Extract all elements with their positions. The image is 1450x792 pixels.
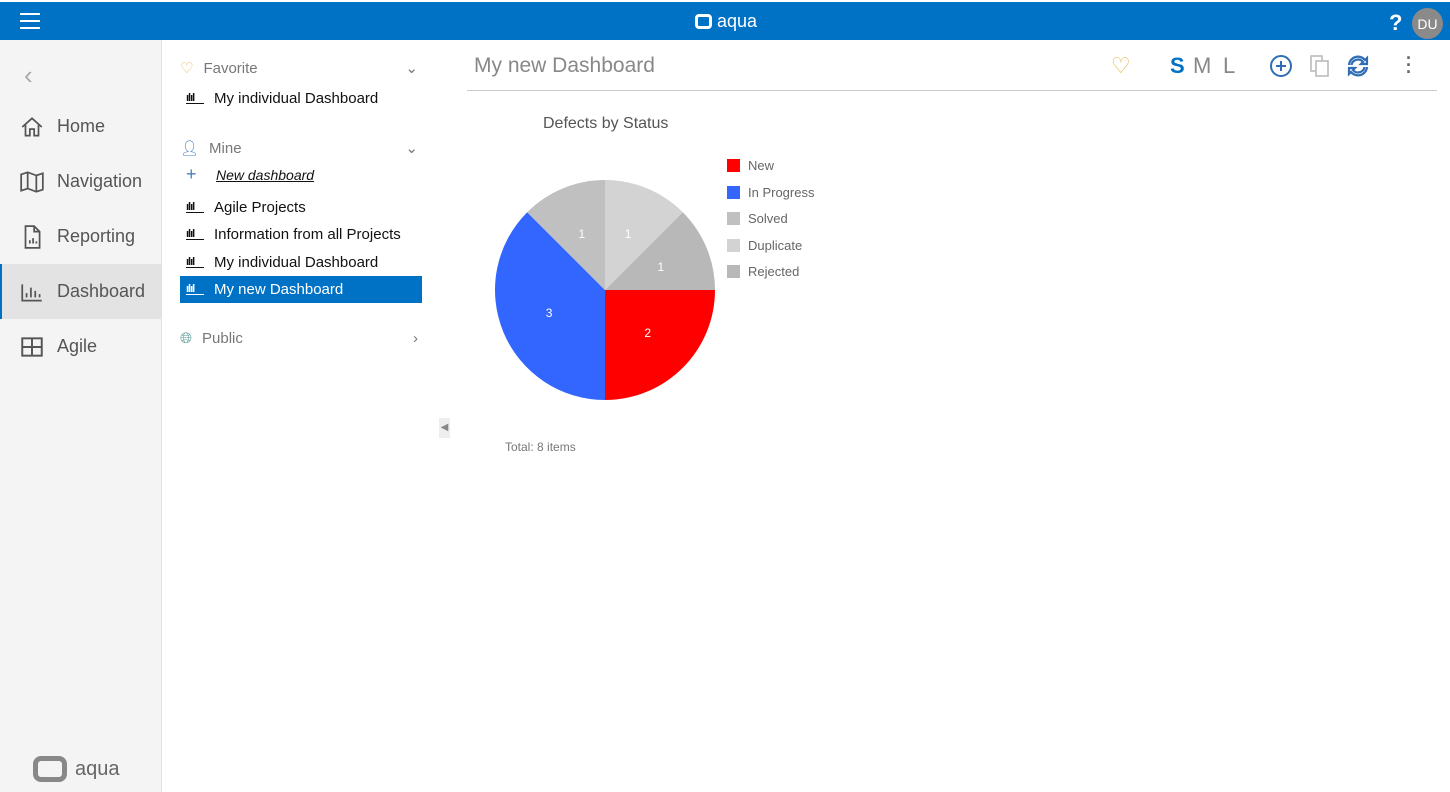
new-dashboard-link[interactable]: + New dashboard	[180, 161, 422, 188]
pie-data-label: 2	[644, 326, 651, 340]
avatar[interactable]: DU	[1412, 8, 1443, 39]
chart-icon: ılıl	[186, 201, 204, 213]
item-label: New dashboard	[216, 166, 315, 183]
sidebar-item-agile[interactable]: Agile	[0, 319, 161, 374]
section-public[interactable]: 🌐︎ Public ›	[180, 330, 422, 347]
collapse-sidebar-icon[interactable]: ‹	[24, 60, 33, 90]
legend-item[interactable]: In Progress	[727, 185, 814, 200]
sidebar-item-label: Home	[57, 116, 106, 136]
header-divider	[467, 90, 1437, 91]
pie-chart: 2 3 1 1 1	[495, 180, 715, 400]
pie-slice-rejected[interactable]	[605, 212, 715, 290]
pie-slice-new[interactable]	[605, 290, 715, 400]
aqua-logo-icon	[695, 14, 712, 29]
list-item[interactable]: ılıl My individual Dashboard	[180, 249, 422, 276]
aqua-logo-icon	[33, 756, 67, 782]
chart-total: Total: 8 items	[505, 440, 576, 454]
item-label: My individual Dashboard	[214, 254, 379, 271]
size-s-button[interactable]: S	[1170, 53, 1185, 78]
legend-label: Solved	[748, 211, 788, 226]
list-item[interactable]: ılıl My individual Dashboard	[180, 85, 422, 112]
legend-swatch	[727, 265, 740, 278]
logo-text: aqua	[75, 757, 120, 780]
legend-swatch	[727, 238, 740, 252]
pie-data-label: 3	[546, 306, 553, 320]
chart-icon: ılıl	[186, 283, 204, 295]
refresh-icon[interactable]	[1345, 54, 1371, 84]
chevron-down-icon[interactable]: ⌄	[405, 60, 418, 77]
legend-label: New	[748, 158, 775, 173]
item-label: Information from all Projects	[214, 226, 401, 243]
copy-icon[interactable]	[1309, 54, 1331, 84]
pie-data-label: 1	[625, 227, 632, 241]
section-favorite[interactable]: ♡ Favorite ⌄	[180, 59, 422, 78]
chart-icon: ılıl	[186, 228, 204, 240]
sidebar-item-reporting[interactable]: Reporting	[0, 209, 161, 264]
sidebar-item-label: Agile	[57, 336, 98, 356]
brand: aqua	[695, 11, 757, 32]
legend-swatch	[727, 159, 740, 172]
user-icon: 👤︎	[180, 140, 200, 157]
legend-item[interactable]: Solved	[727, 211, 788, 226]
size-l-button[interactable]: L	[1223, 53, 1236, 78]
report-icon	[24, 224, 41, 249]
list-item[interactable]: ılıl Information from all Projects	[180, 221, 422, 248]
home-icon	[21, 116, 43, 137]
sidebar-item-label: Dashboard	[57, 281, 146, 301]
sidebar: ‹ Home Navigation Reporting Dashboard Ag…	[0, 40, 162, 792]
sidebar-item-label: Reporting	[57, 226, 136, 246]
item-label: My individual Dashboard	[214, 90, 379, 107]
sidebar-item-label: Navigation	[57, 171, 143, 191]
legend-swatch	[727, 185, 740, 199]
list-item[interactable]: ılıl Agile Projects	[180, 194, 422, 221]
map-icon	[20, 170, 44, 193]
legend-label: Duplicate	[748, 237, 803, 253]
help-icon[interactable]: ?	[1389, 10, 1403, 35]
section-label: Mine	[209, 139, 242, 157]
plus-icon: +	[186, 164, 197, 184]
legend-item[interactable]: Rejected	[727, 264, 799, 279]
section-mine[interactable]: 👤︎ Mine ⌄	[180, 139, 422, 158]
top-bar: aqua ? DU	[0, 2, 1450, 40]
heart-icon: ♡	[180, 60, 194, 77]
collapse-panel-handle[interactable]: ◀	[439, 418, 450, 438]
list-item-selected[interactable]: ılıl My new Dashboard	[180, 276, 422, 303]
legend-item[interactable]: New	[727, 158, 774, 173]
pie-data-label: 1	[579, 227, 586, 241]
hamburger-menu-icon[interactable]	[20, 13, 40, 29]
size-m-button[interactable]: M	[1193, 53, 1212, 78]
pie-slice-duplicate[interactable]	[605, 180, 683, 290]
brand-name: aqua	[717, 11, 758, 31]
legend-label: In Progress	[748, 184, 815, 200]
pie-data-label: 1	[658, 260, 665, 274]
legend-label: Rejected	[748, 264, 800, 279]
chevron-down-icon[interactable]: ⌄	[405, 140, 418, 157]
globe-icon: 🌐︎	[180, 330, 193, 347]
dashboard-list-panel: ♡ Favorite ⌄ ılıl My individual Dashboard 👤…	[162, 40, 432, 792]
pie-slice-in-progress[interactable]	[495, 212, 605, 400]
sidebar-item-dashboard[interactable]: Dashboard	[0, 264, 161, 319]
sidebar-logo: aqua	[33, 756, 120, 782]
pie-slice-solved[interactable]	[527, 180, 605, 290]
section-label: Public	[202, 330, 243, 347]
grid-icon	[21, 336, 43, 357]
shared-chart-icon: ılıl	[186, 256, 204, 268]
item-label: My new Dashboard	[214, 281, 344, 298]
page-title: My new Dashboard	[474, 54, 655, 77]
sidebar-item-navigation[interactable]: Navigation	[0, 154, 161, 209]
chart-title: Defects by Status	[543, 115, 669, 132]
section-label: Favorite	[203, 59, 258, 77]
more-options-icon[interactable]: · · ·	[1406, 48, 1412, 82]
legend-item[interactable]: Duplicate	[727, 238, 802, 253]
dashboard-icon	[21, 283, 42, 302]
sidebar-item-home[interactable]: Home	[0, 99, 161, 154]
chart-icon: ılıl	[186, 92, 204, 104]
add-widget-icon[interactable]	[1269, 54, 1293, 84]
chevron-right-icon[interactable]: ›	[413, 330, 418, 347]
legend-swatch	[727, 212, 740, 225]
item-label: Agile Projects	[214, 199, 306, 216]
favorite-heart-icon[interactable]: ♡	[1111, 53, 1131, 78]
